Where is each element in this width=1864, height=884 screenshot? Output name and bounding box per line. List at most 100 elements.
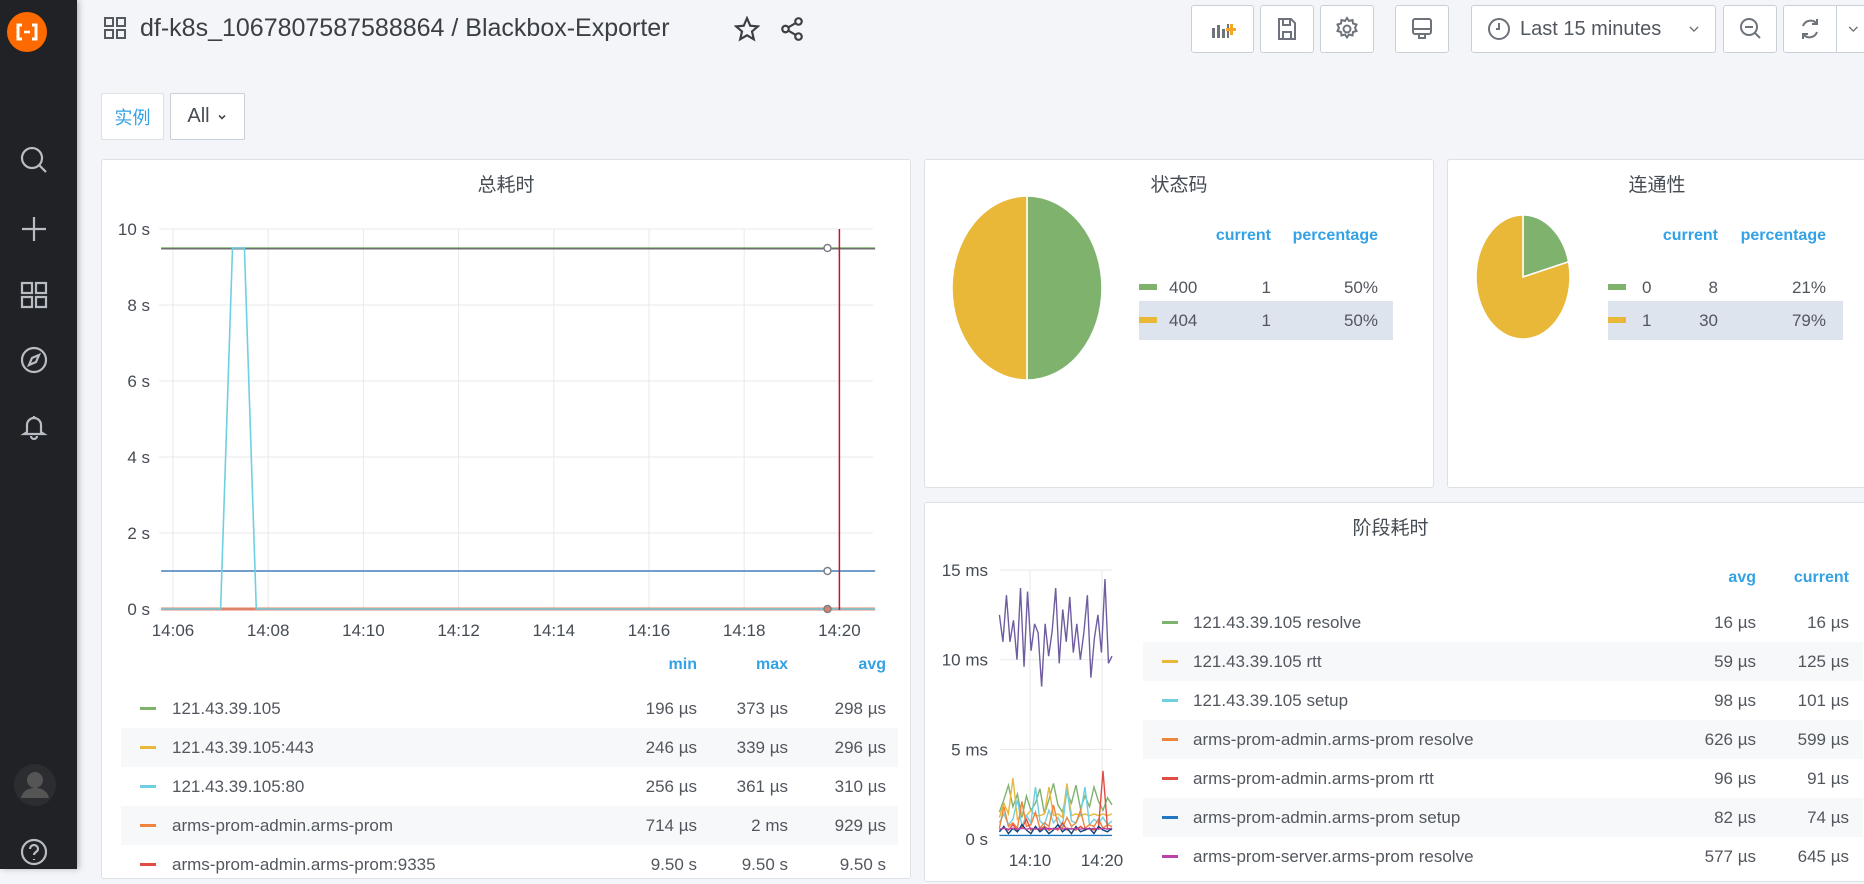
compass-icon[interactable]: [14, 340, 54, 380]
share-icon[interactable]: [779, 16, 805, 47]
legend-row[interactable]: arms-prom-admin.arms-prom 714 µs 2 ms 929 µ…: [121, 806, 898, 845]
legend-header-avg[interactable]: avg: [1728, 569, 1756, 586]
time-picker[interactable]: Last 15 minutes: [1471, 5, 1716, 53]
add-panel-button[interactable]: [1191, 5, 1254, 53]
legend-row[interactable]: arms-prom-admin.arms-prom rtt 96 µs 91 µs: [1143, 759, 1863, 798]
legend-series-name: 0: [1642, 278, 1652, 297]
legend-color-swatch: [1139, 317, 1157, 323]
legend-header-current[interactable]: current: [1215, 227, 1271, 244]
legend-value-current: 16 µs: [1807, 613, 1849, 632]
legend-series-name: arms-prom-admin.arms-prom rtt: [1193, 769, 1434, 788]
legend-row[interactable]: 1 30 79%: [1608, 301, 1843, 340]
legend-series-name: arms-prom-admin.arms-prom:9335: [172, 855, 436, 874]
help-icon[interactable]: [14, 832, 54, 872]
legend-value-avg: 82 µs: [1714, 808, 1756, 827]
legend-value-min: 196 µs: [645, 699, 697, 718]
legend-header-avg[interactable]: avg: [858, 656, 886, 673]
legend-row[interactable]: 121.43.39.105 setup 98 µs 101 µs: [1143, 681, 1863, 720]
legend-row[interactable]: arms-prom-server.arms-prom resolve 577 µs…: [1143, 837, 1863, 876]
legend-header-current[interactable]: current: [1662, 227, 1718, 244]
legend-header-min[interactable]: min: [668, 656, 697, 673]
legend-series-name: 121.43.39.105 resolve: [1193, 613, 1362, 632]
legend-color-swatch: [1608, 317, 1626, 323]
star-icon[interactable]: [733, 15, 761, 47]
legend-series-name: 121.43.39.105:80: [172, 777, 305, 796]
legend-color-swatch: [140, 746, 156, 749]
panel-title[interactable]: 状态码: [1150, 175, 1208, 196]
legend-row[interactable]: 404 1 50%: [1139, 301, 1393, 340]
plus-icon[interactable]: [14, 209, 54, 249]
panel-title[interactable]: 连通性: [1628, 175, 1686, 196]
legend-series-name: 121.43.39.105 rtt: [1193, 652, 1322, 671]
legend-row[interactable]: 400 1 50%: [1139, 268, 1393, 307]
legend-series-name: arms-prom-admin.arms-prom resolve: [1193, 730, 1474, 749]
refresh-button[interactable]: [1783, 5, 1837, 53]
variable-label-instance: 实例: [101, 93, 164, 140]
legend-value-current: 1: [1261, 278, 1271, 297]
legend-color-swatch: [1162, 816, 1178, 819]
panel-title[interactable]: 阶段耗时: [1352, 518, 1429, 539]
page-title[interactable]: df-k8s_1067807587588864 / Blackbox-Expor…: [140, 14, 670, 42]
legend-color-swatch: [1162, 738, 1178, 741]
save-button[interactable]: [1260, 5, 1314, 53]
legend-value-current: 30: [1699, 311, 1718, 330]
legend-row[interactable]: arms-prom-admin.arms-prom resolve 626 µs 5…: [1143, 720, 1863, 759]
legend-value-max: 2 ms: [751, 816, 788, 835]
legend-header-max[interactable]: max: [755, 656, 788, 673]
legend-value-min: 246 µs: [645, 738, 697, 757]
legend-row[interactable]: arms-prom-admin.arms-prom:9335 9.50 s 9.50…: [121, 845, 898, 884]
chevron-down-icon: [218, 114, 226, 120]
legend-row[interactable]: arms-prom-admin.arms-prom setup 82 µs 74 µ…: [1143, 798, 1863, 837]
sidebar: [0, 0, 77, 869]
settings-button[interactable]: [1320, 5, 1374, 53]
grid-icon[interactable]: [14, 275, 54, 315]
legend-header-percentage[interactable]: percentage: [1740, 227, 1826, 244]
legend-value-current: 125 µs: [1797, 652, 1849, 671]
legend-color-swatch: [1608, 284, 1626, 290]
legend-color-swatch: [140, 824, 156, 827]
legend-series-name: 1: [1642, 311, 1652, 330]
panel-title[interactable]: 总耗时: [477, 175, 535, 196]
tv-mode-button[interactable]: [1395, 5, 1449, 53]
legend-series-name: arms-prom-server.arms-prom resolve: [1193, 847, 1474, 866]
legend-value-avg: 16 µs: [1714, 613, 1756, 632]
legend-value-percentage: 21%: [1791, 278, 1826, 297]
variable-value: All: [187, 105, 210, 127]
legend-series-name: 400: [1169, 278, 1198, 297]
legend-header-percentage[interactable]: percentage: [1292, 227, 1378, 244]
legend-value-percentage: 50%: [1343, 311, 1378, 330]
legend-row[interactable]: 0 8 21%: [1608, 268, 1843, 307]
legend-row[interactable]: 121.43.39.105:80 256 µs 361 µs 310 µs: [121, 767, 898, 806]
legend-color-swatch: [140, 785, 156, 788]
logo[interactable]: [7, 12, 47, 52]
search-icon[interactable]: [14, 140, 54, 180]
legend-color-swatch: [1162, 855, 1178, 858]
legend-value-max: 339 µs: [736, 738, 788, 757]
legend-row[interactable]: 121.43.39.105 resolve 16 µs 16 µs: [1143, 603, 1863, 642]
legend-value-avg: 59 µs: [1714, 652, 1756, 671]
legend-row[interactable]: 121.43.39.105 196 µs 373 µs 298 µs: [121, 689, 898, 728]
legend-row[interactable]: 121.43.39.105:443 246 µs 339 µs 296 µs: [121, 728, 898, 767]
zoom-out-button[interactable]: [1723, 5, 1777, 53]
legend-series-name: 121.43.39.105:443: [172, 738, 314, 757]
legend-value-avg: 298 µs: [834, 699, 886, 718]
legend-value-current: 8: [1708, 278, 1718, 297]
legend-value-max: 361 µs: [736, 777, 788, 796]
legend-series-name: 121.43.39.105: [172, 699, 281, 718]
legend-color-swatch: [1162, 621, 1178, 624]
legend-series-name: arms-prom-admin.arms-prom setup: [1193, 808, 1461, 827]
avatar[interactable]: [14, 764, 56, 806]
bell-icon[interactable]: [14, 406, 54, 446]
legend-row[interactable]: 121.43.39.105 rtt 59 µs 125 µs: [1143, 642, 1863, 681]
legend-value-percentage: 50%: [1343, 278, 1378, 297]
legend-series-name: arms-prom-admin.arms-prom: [172, 816, 394, 835]
refresh-interval-dropdown[interactable]: [1836, 5, 1864, 53]
instance-variable-select[interactable]: All: [170, 93, 245, 140]
dashboard-grid-icon: [103, 16, 127, 45]
legend-value-avg: 929 µs: [834, 816, 886, 835]
legend-value-avg: 9.50 s: [839, 855, 886, 874]
legend-color-swatch: [1139, 284, 1157, 290]
legend-value-avg: 310 µs: [834, 777, 886, 796]
legend-header-current[interactable]: current: [1793, 569, 1849, 586]
legend-value-current: 645 µs: [1797, 847, 1849, 866]
